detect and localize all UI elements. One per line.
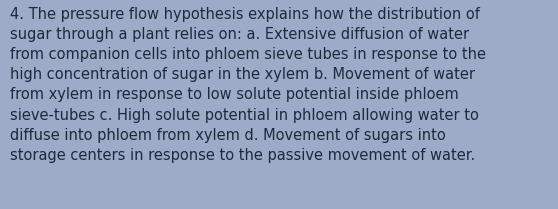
Text: 4. The pressure flow hypothesis explains how the distribution of
sugar through a: 4. The pressure flow hypothesis explains… [10, 7, 486, 163]
